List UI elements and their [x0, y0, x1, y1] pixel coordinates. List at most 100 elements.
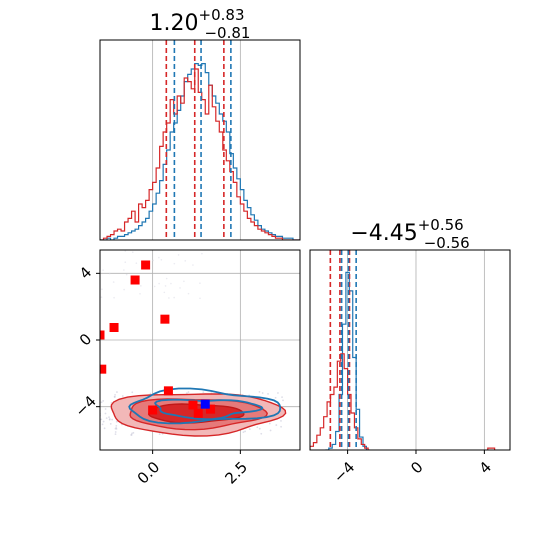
sample-point: [280, 420, 282, 422]
tick-labels: −4 0 4: [330, 450, 495, 486]
sample-point: [123, 269, 125, 271]
x-tick-label: 4: [476, 458, 495, 477]
y-tick-label: −4: [71, 392, 99, 420]
x-tick-label: 0.0: [134, 458, 164, 488]
x-tick-label: 2.5: [222, 458, 252, 488]
sample-point: [102, 400, 105, 402]
sample-point: [202, 391, 205, 394]
panel-title: 1.20+0.83 −0.81: [150, 6, 251, 42]
sample-point: [261, 392, 264, 394]
sample-point: [199, 297, 201, 300]
quantile-lines: [329, 250, 357, 450]
sample-point: [116, 391, 118, 393]
sample-point: [121, 395, 124, 397]
sample-point: [170, 282, 172, 285]
sample-point: [100, 418, 103, 421]
sample-point: [158, 282, 160, 285]
sample-point: [152, 259, 154, 262]
sample-point: [114, 431, 117, 433]
sample-point: [184, 260, 187, 262]
sample-point: [101, 288, 103, 290]
sample-point: [158, 256, 160, 259]
sample-point: [124, 261, 127, 264]
sample-point: [102, 420, 105, 423]
sample-point: [100, 296, 103, 298]
sample-point: [179, 287, 181, 289]
blue-contour-outer: [128, 387, 282, 425]
red-marker: [148, 405, 158, 415]
red-marker: [100, 364, 107, 374]
sample-point: [258, 390, 261, 393]
sample-point: [115, 420, 118, 423]
sample-point: [130, 248, 132, 250]
sample-point: [104, 412, 107, 415]
x-tick-label: 0: [407, 458, 426, 477]
sample-point: [280, 425, 282, 428]
sample-point: [267, 393, 269, 395]
sample-point: [260, 432, 263, 435]
sample-point: [104, 408, 107, 410]
sample-point: [256, 426, 259, 429]
sample-point: [114, 393, 116, 396]
sample-point: [275, 424, 278, 426]
sample-point: [173, 296, 175, 299]
sample-point: [139, 293, 141, 295]
sample-point: [164, 285, 167, 287]
sample-point: [268, 422, 271, 425]
quantile-lines: [165, 40, 232, 240]
histogram-panel-1: 1.20+0.83 −0.81: [99, 6, 301, 241]
axes-frame: [309, 249, 511, 451]
sample-point: [277, 392, 279, 394]
sample-point: [105, 417, 108, 420]
sample-point: [114, 427, 117, 430]
sample-point: [112, 281, 115, 283]
sample-point: [131, 391, 134, 394]
sample-point: [111, 418, 114, 421]
sample-point: [158, 433, 161, 435]
sample-point: [201, 252, 203, 255]
sample-point: [242, 431, 245, 434]
sample-point: [131, 432, 133, 435]
histogram-step: [100, 63, 300, 240]
red-marker: [100, 330, 105, 340]
sample-point: [149, 392, 152, 395]
sample-point: [281, 396, 283, 399]
red-marker: [163, 386, 173, 396]
blue-marker: [200, 399, 210, 409]
sample-point: [274, 396, 277, 399]
sample-point: [125, 273, 128, 276]
sample-point: [192, 264, 194, 266]
sample-point: [131, 251, 134, 254]
title-superscript: +0.83: [199, 6, 245, 24]
sample-point: [282, 399, 284, 402]
sample-point: [114, 433, 117, 435]
sample-point: [199, 282, 201, 284]
sample-point: [244, 430, 247, 433]
sample-point: [187, 292, 190, 295]
sample-point: [163, 291, 166, 294]
sample-point: [109, 422, 112, 425]
sample-point: [101, 423, 104, 426]
sample-point: [153, 285, 156, 288]
x-tick-label: −4: [330, 458, 358, 486]
axes-frame: [99, 249, 301, 451]
histogram-step: [325, 271, 370, 450]
sample-point: [108, 418, 111, 421]
sample-point: [185, 392, 188, 394]
grid-lines: [347, 250, 485, 450]
title-superscript: +0.56: [418, 216, 464, 234]
histogram-step: [310, 353, 496, 450]
sample-point: [187, 391, 190, 393]
sample-point: [177, 254, 180, 256]
sample-point: [132, 431, 135, 434]
red-marker: [206, 404, 216, 414]
sample-point: [168, 297, 170, 299]
blue-contour-inner: [153, 398, 264, 421]
sample-point: [248, 428, 251, 430]
red-marker: [193, 408, 203, 418]
histogram-panel-2: −4 0 4 −4.45+0.56 −0.56: [309, 216, 511, 486]
sample-point: [183, 280, 185, 283]
sample-point: [165, 277, 168, 280]
red-marker: [130, 275, 140, 285]
